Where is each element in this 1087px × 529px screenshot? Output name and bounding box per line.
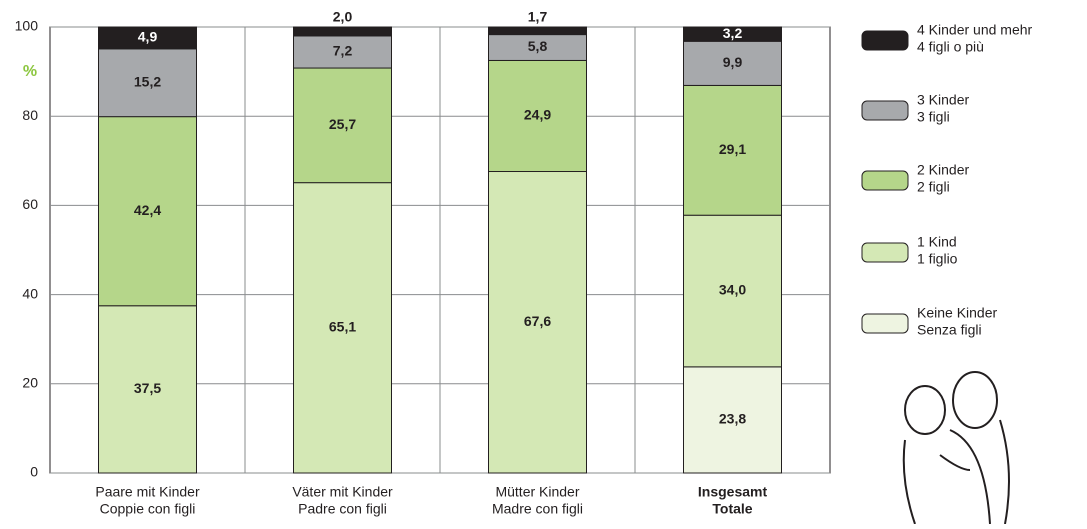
legend-swatch [862,31,908,50]
legend-label: 3 figli [917,109,950,125]
x-tick-label: Madre con figli [492,501,583,517]
legend-swatch [862,171,908,190]
value-label: 37,5 [134,380,161,396]
x-tick-label: Coppie con figli [100,501,196,517]
value-label: 42,4 [134,202,161,218]
legend-label: 4 Kinder und mehr [917,22,1033,38]
y-tick-label: 40 [22,285,38,301]
value-label: 3,2 [723,25,743,41]
y-tick-label: 20 [22,375,38,391]
legend-swatch [862,101,908,120]
legend-label: 4 figli o più [917,39,984,55]
legend-label: Keine Kinder [917,305,998,321]
chart: % 0 20 40 60 80 100 Paare mit KinderCoppie con… [0,0,1087,524]
value-label: 24,9 [524,107,551,123]
legend-swatch [862,314,908,333]
legend-label: 1 figlio [917,251,958,267]
x-tick-label: Insgesamt [698,484,768,500]
legend-label: 2 Kinder [917,162,969,178]
legend-swatch [862,243,908,262]
legend-label: 1 Kind [917,234,957,250]
value-label: 34,0 [719,282,746,298]
illustration [904,372,1009,524]
y-tick-label: 100 [15,18,39,34]
x-tick-label: Väter mit Kinder [292,484,393,500]
value-label: 65,1 [329,319,356,335]
y-unit-label: % [23,63,37,80]
value-label: 67,6 [524,313,551,329]
value-label: 29,1 [719,141,746,157]
x-tick-label: Mütter Kinder [495,484,579,500]
value-label: 4,9 [138,29,158,45]
x-tick-label: Totale [712,501,752,517]
y-tick-label: 60 [22,196,38,212]
bar-segment [294,27,392,36]
value-label: 25,7 [329,116,356,132]
value-label: 1,7 [528,9,548,25]
bar-segment [489,27,587,35]
legend-label: Senza figli [917,322,982,338]
value-label: 2,0 [333,9,353,25]
value-label: 5,8 [528,38,548,54]
y-tick-label: 80 [22,107,38,123]
y-tick-label: 0 [30,464,38,480]
legend-label: 3 Kinder [917,92,969,108]
value-label: 15,2 [134,73,161,89]
value-label: 9,9 [723,54,743,70]
x-tick-label: Paare mit Kinder [95,484,200,500]
legend-label: 2 figli [917,179,950,195]
value-label: 23,8 [719,411,746,427]
value-label: 7,2 [333,43,353,59]
x-tick-label: Padre con figli [298,501,387,517]
